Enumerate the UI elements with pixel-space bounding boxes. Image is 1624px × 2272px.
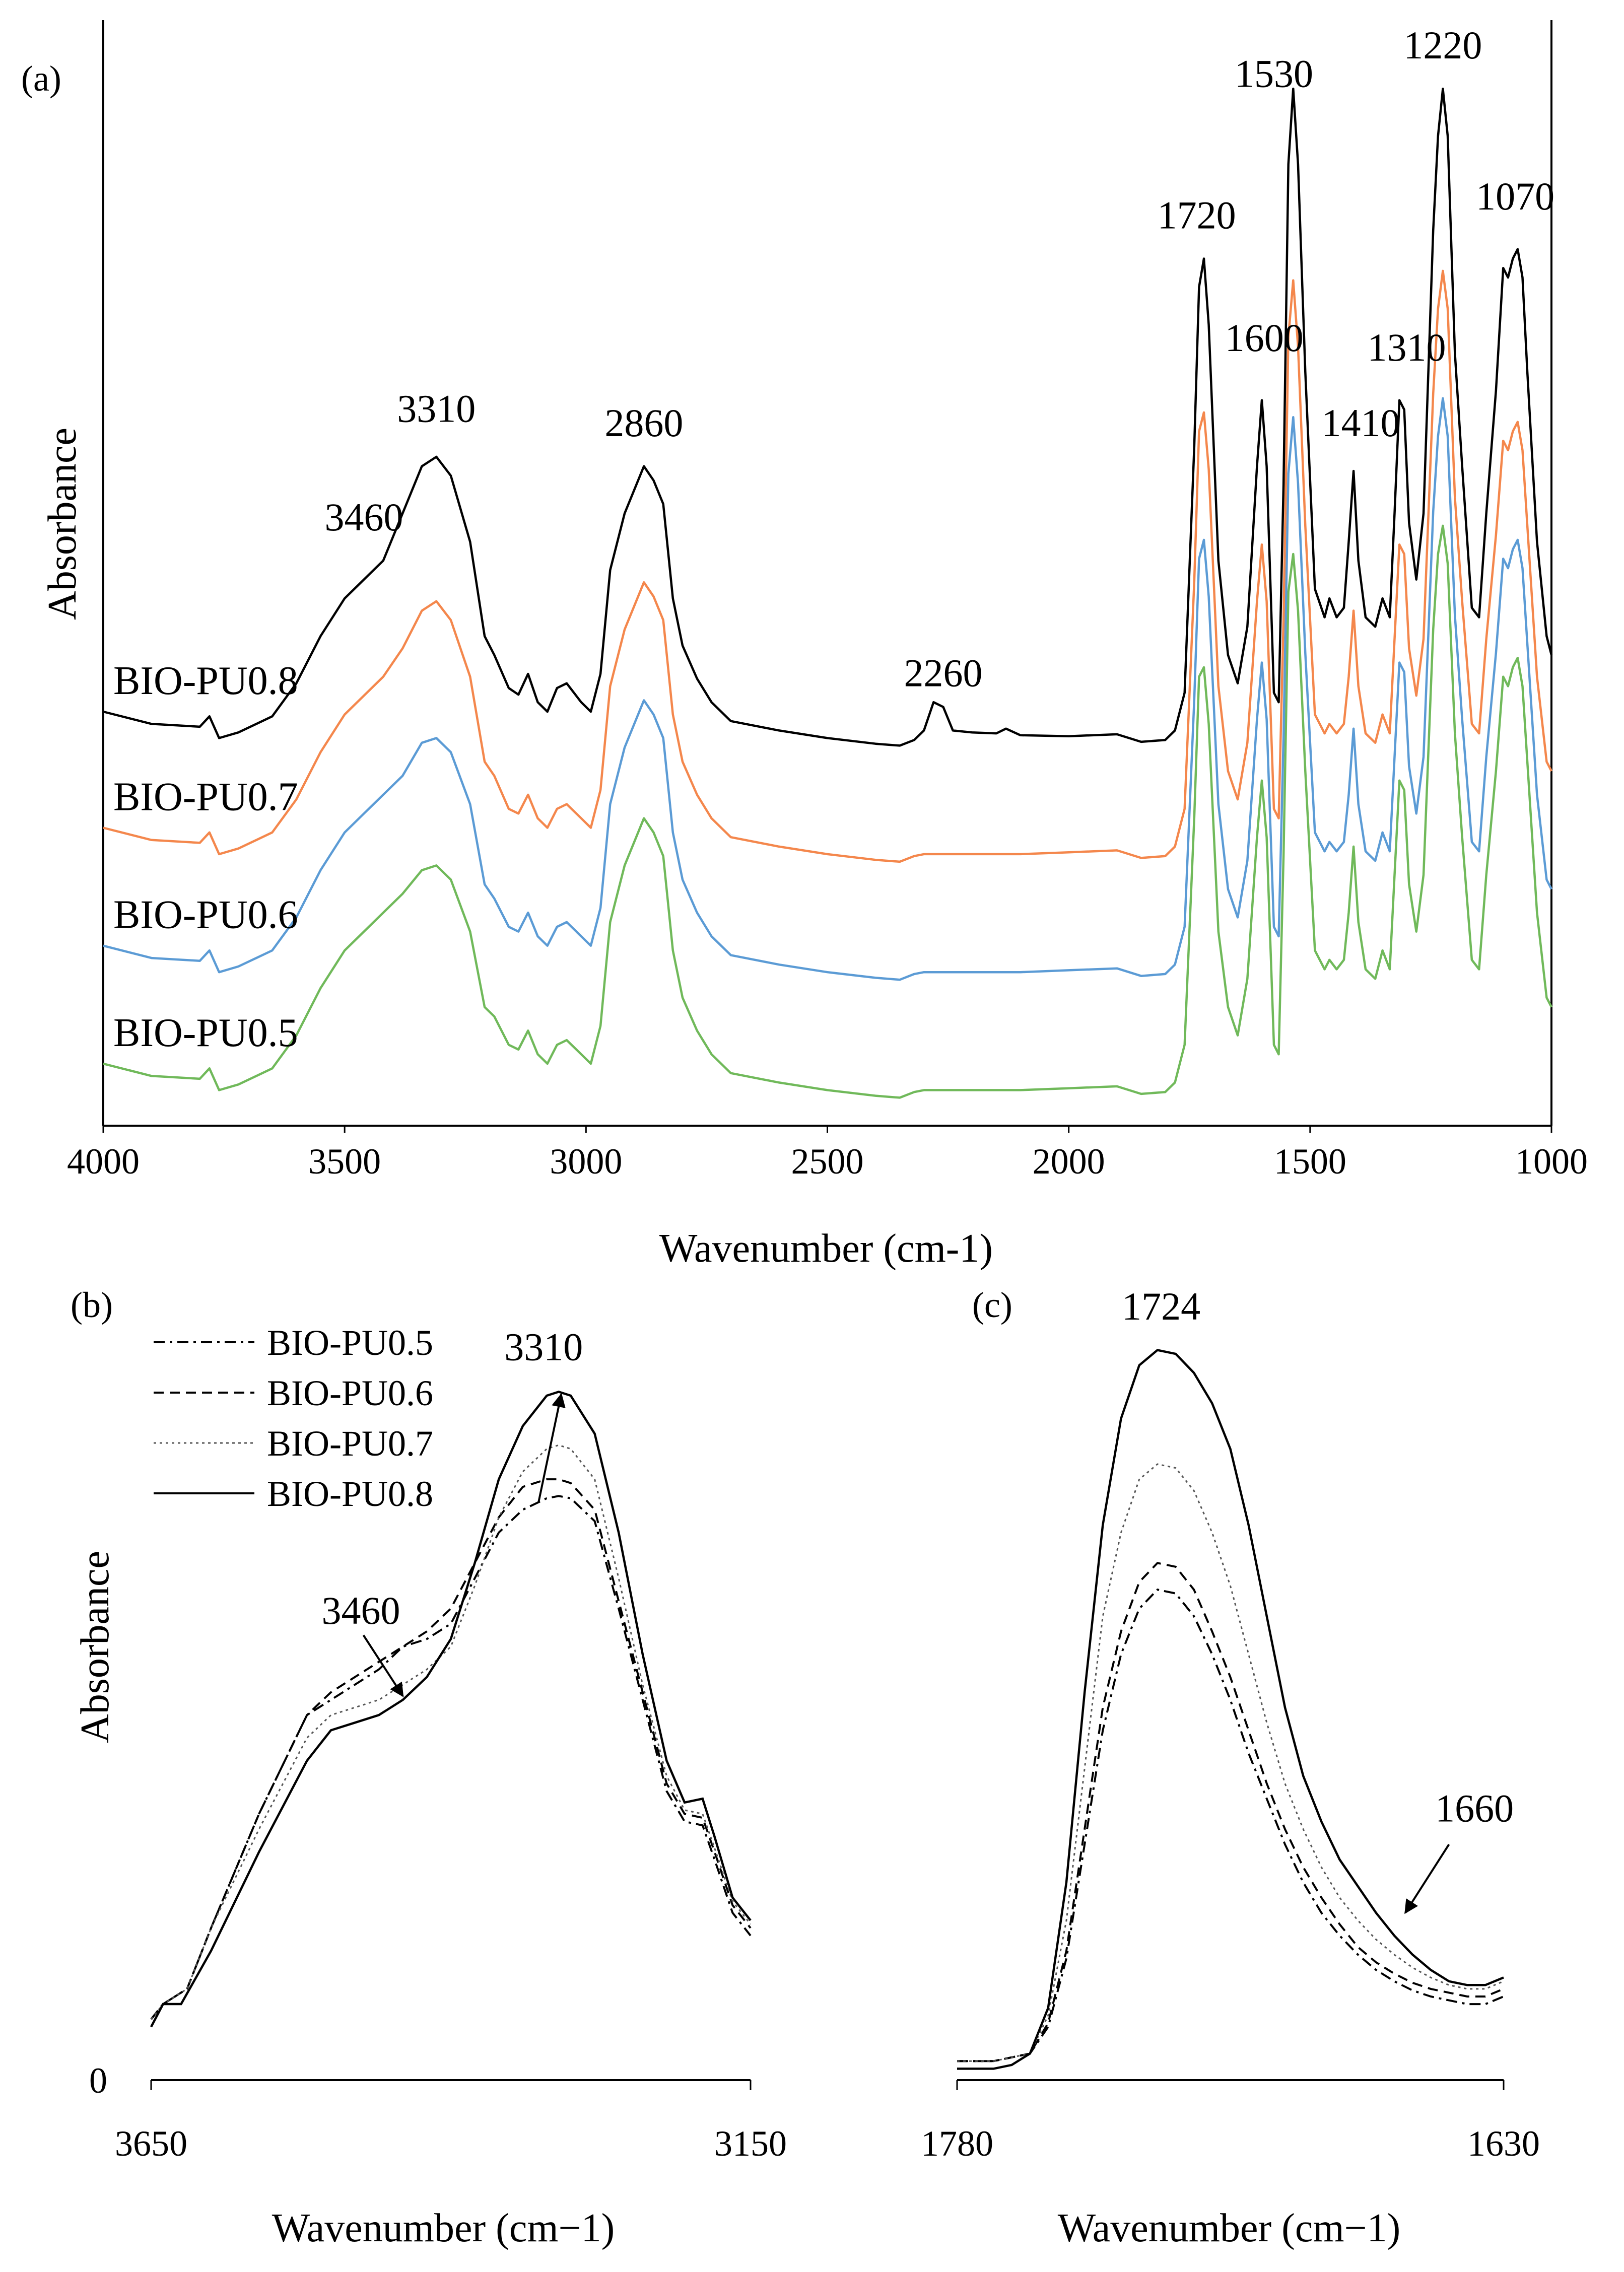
series-line-bio-pu0.7 (103, 269, 1553, 863)
panel-b-label: (b) (71, 1285, 113, 1325)
panel-c-peak-label: 1724 (1122, 1284, 1200, 1328)
panel-a-xtick-label: 2000 (1033, 1141, 1105, 1182)
panel-c-xlabel: Wavenumber (cm−1) (1058, 2206, 1401, 2250)
panel-a-xtick-label: 1500 (1274, 1141, 1346, 1182)
panel-a-peak-label: 1720 (1158, 193, 1236, 237)
panel-b-peak-label: 3460 (322, 1589, 400, 1632)
panel-a-peak-label: 1220 (1403, 23, 1482, 67)
panel-a-peak-label: 2260 (904, 651, 983, 695)
series-label-bio-pu0.6: BIO-PU0.6 (113, 893, 298, 937)
series-line-bio-pu0.5 (150, 1495, 752, 2020)
panel-b-ytick-label: 0 (89, 2060, 107, 2101)
panel-a-series-labels: BIO-PU0.8 BIO-PU0.7 BIO-PU0.6 BIO-PU0.5 (113, 659, 298, 1055)
panel-c-peak-label: 1660 (1435, 1786, 1514, 1830)
panel-a-peak-label: 3460 (325, 495, 403, 539)
panel-a-xtick-label: 1000 (1515, 1141, 1588, 1182)
panel-a-annotations: 3460 3310 2860 2260 1720 1600 1530 1410 1310 1220… (325, 23, 1555, 695)
panel-a-label: (a) (21, 58, 61, 99)
panel-b-xtick-label: 3150 (714, 2123, 787, 2164)
panel-b-xlabel: Wavenumber (cm−1) (272, 2206, 615, 2250)
panel-a-xtick-label: 4000 (67, 1141, 140, 1182)
panel-a-peak-label: 2860 (604, 401, 683, 445)
panel-b-annotations: 3310 3460 (322, 1325, 583, 1697)
panel-a-peak-label: 1310 (1368, 325, 1446, 369)
panel-c-chart: (c) 1780 1630 1724 1660 Wavenumber (cm−1) (921, 1284, 1540, 2250)
panel-b-legend: BIO-PU0.5 BIO-PU0.6 BIO-PU0.7 BIO-PU0.8 (154, 1323, 433, 1514)
panel-b-series-group (150, 1391, 752, 2028)
series-label-bio-pu0.8: BIO-PU0.8 (113, 659, 298, 703)
series-line-bio-pu0.8 (103, 87, 1553, 747)
panel-c-arrow-1660 (1404, 1843, 1450, 1914)
panel-a-peak-label: 1600 (1225, 316, 1304, 360)
panel-c-xtick-label: 1780 (921, 2123, 993, 2164)
panel-c-axes: 1780 1630 (921, 2079, 1540, 2164)
panel-a-ylabel: Absorbance (40, 428, 85, 620)
series-label-bio-pu0.5: BIO-PU0.5 (113, 1011, 298, 1055)
panel-a-xtick-label: 2500 (791, 1141, 864, 1182)
panel-c-xtick-label: 1630 (1467, 2123, 1540, 2164)
panel-b-arrow-3310 (537, 1393, 566, 1502)
panel-a-peak-label: 1530 (1235, 51, 1313, 95)
panel-c-label: (c) (972, 1285, 1012, 1325)
series-line-bio-pu0.7 (957, 1463, 1504, 2062)
panel-a-peak-label: 1410 (1321, 401, 1400, 445)
legend-label-bio-pu0.8: BIO-PU0.8 (267, 1474, 433, 1514)
panel-a-peak-label: 1070 (1476, 174, 1554, 218)
panel-c-annotations: 1724 1660 (1122, 1284, 1514, 1914)
panel-a-xlabel: Wavenumber (cm-1) (659, 1226, 993, 1271)
panel-a-xtick-label: 3500 (308, 1141, 381, 1182)
legend-label-bio-pu0.5: BIO-PU0.5 (267, 1323, 433, 1363)
panel-a-chart: (a) Absorbance 4000 3500 3000 2500 2000 1500 1… (21, 20, 1588, 1271)
panel-b-arrow-3460 (362, 1634, 404, 1697)
panel-b-peak-label: 3310 (504, 1325, 583, 1369)
panel-b-axes: 3650 3150 0 (89, 2060, 787, 2164)
series-line-bio-pu0.5 (957, 1589, 1504, 2062)
panel-b-ylabel: Absorbance (73, 1551, 117, 1743)
series-label-bio-pu0.7: BIO-PU0.7 (113, 775, 298, 819)
series-line-bio-pu0.6 (957, 1562, 1504, 2062)
panel-a-xtick-label: 3000 (550, 1141, 622, 1182)
panel-a-series-group (103, 87, 1553, 1099)
panel-c-series-group (957, 1349, 1504, 2070)
panel-a-peak-label: 3310 (397, 387, 476, 431)
series-line-bio-pu0.6 (150, 1478, 752, 2020)
panel-b-xtick-label: 3650 (115, 2123, 187, 2164)
legend-label-bio-pu0.7: BIO-PU0.7 (267, 1423, 433, 1464)
panel-a-axes: 4000 3500 3000 2500 2000 1500 1000 (67, 20, 1588, 1182)
series-line-bio-pu0.6 (103, 397, 1553, 981)
series-line-bio-pu0.8 (150, 1391, 752, 2028)
series-line-bio-pu0.5 (103, 524, 1553, 1099)
series-line-bio-pu0.8 (957, 1349, 1504, 2070)
legend-label-bio-pu0.6: BIO-PU0.6 (267, 1373, 433, 1413)
